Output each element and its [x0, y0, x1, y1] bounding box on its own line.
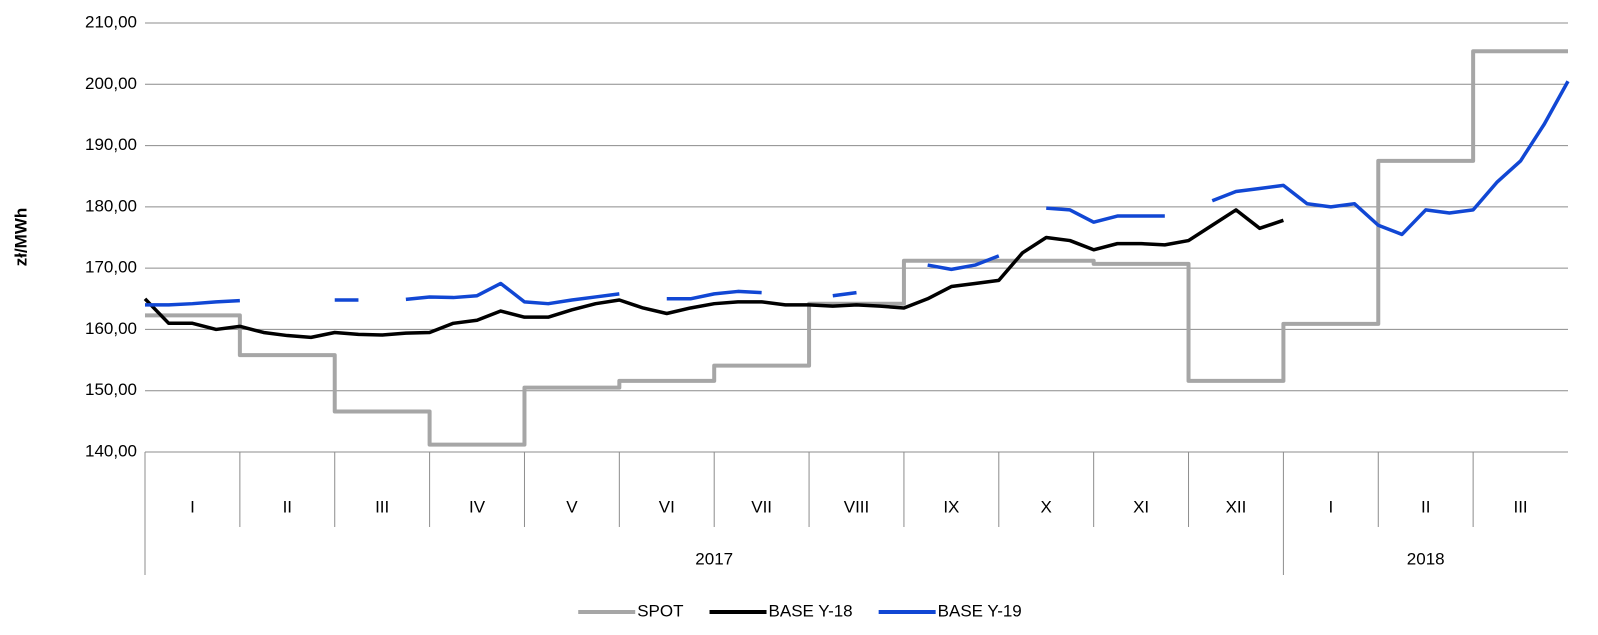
year-label: 2018 [1407, 549, 1445, 568]
x-tick-label: VIII [844, 497, 870, 516]
legend-label: BASE Y-19 [938, 601, 1022, 620]
year-label: 2017 [695, 549, 733, 568]
x-tick-label: VII [751, 497, 772, 516]
series-line [145, 80, 1570, 307]
x-tick-label: III [375, 497, 389, 516]
series-line [143, 208, 1284, 340]
x-tick-label: XII [1226, 497, 1247, 516]
x-tick-label: XI [1133, 497, 1149, 516]
legend-label: SPOT [637, 601, 683, 620]
x-tick-label: I [1328, 497, 1333, 516]
x-tick-label: I [190, 497, 195, 516]
x-tick-label: III [1513, 497, 1527, 516]
x-tick-label: IV [469, 497, 486, 516]
x-tick-label: IX [943, 497, 959, 516]
y-tick-label: 200,00 [85, 74, 137, 93]
y-tick-label: 150,00 [85, 380, 137, 399]
x-tick-label: X [1041, 497, 1052, 516]
y-tick-label: 190,00 [85, 135, 137, 154]
y-tick-label: 170,00 [85, 258, 137, 277]
series-line [145, 49, 1568, 447]
x-tick-label: VI [659, 497, 675, 516]
legend-label: BASE Y-18 [769, 601, 853, 620]
y-tick-label: 210,00 [85, 12, 137, 31]
y-tick-label: 180,00 [85, 196, 137, 215]
y-tick-label: 140,00 [85, 441, 137, 460]
x-tick-label: II [1421, 497, 1430, 516]
y-axis-title: zł/MWh [11, 208, 30, 267]
x-tick-label: II [283, 497, 292, 516]
x-tick-label: V [566, 497, 578, 516]
y-tick-label: 160,00 [85, 319, 137, 338]
